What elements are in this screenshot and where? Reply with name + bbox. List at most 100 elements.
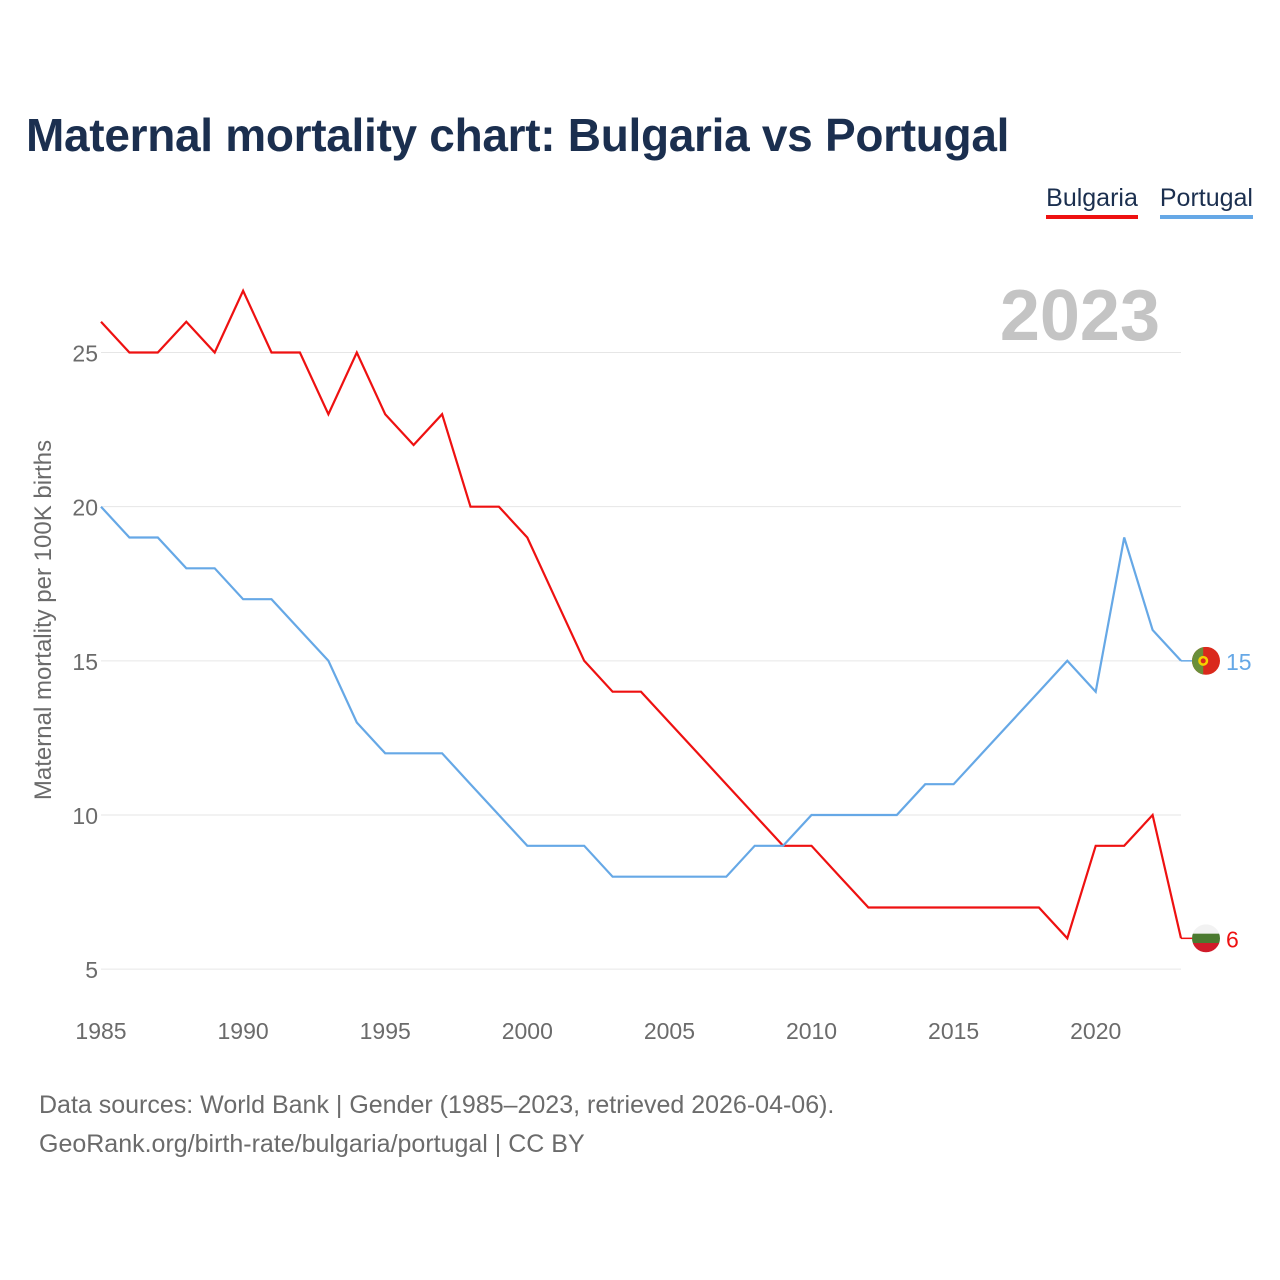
- data-point-bulgaria[interactable]: [467, 504, 473, 510]
- data-point-bulgaria[interactable]: [951, 905, 957, 911]
- y-axis-label: Maternal mortality per 100K births: [30, 440, 57, 800]
- data-point-portugal[interactable]: [240, 596, 246, 602]
- data-point-bulgaria[interactable]: [382, 411, 388, 417]
- data-point-bulgaria[interactable]: [894, 905, 900, 911]
- end-value-label-portugal: 15: [1226, 649, 1252, 675]
- series-line-bulgaria: [100, 288, 1183, 941]
- data-point-bulgaria[interactable]: [581, 658, 587, 664]
- data-point-portugal[interactable]: [922, 781, 928, 787]
- data-point-bulgaria[interactable]: [809, 843, 815, 849]
- data-point-portugal[interactable]: [325, 658, 331, 664]
- data-point-portugal[interactable]: [212, 565, 218, 571]
- data-point-bulgaria[interactable]: [126, 350, 132, 356]
- data-point-portugal[interactable]: [1064, 658, 1070, 664]
- y-tick-label: 10: [72, 803, 98, 829]
- data-point-portugal[interactable]: [1093, 689, 1099, 695]
- data-point-portugal[interactable]: [581, 843, 587, 849]
- data-point-bulgaria[interactable]: [155, 350, 161, 356]
- data-point-bulgaria[interactable]: [638, 689, 644, 695]
- y-tick-label: 25: [72, 341, 98, 367]
- data-point-bulgaria[interactable]: [212, 350, 218, 356]
- bulgaria-flag-icon: [1192, 924, 1220, 953]
- data-point-portugal[interactable]: [1007, 720, 1013, 726]
- data-point-bulgaria[interactable]: [1150, 812, 1156, 818]
- data-point-bulgaria[interactable]: [695, 750, 701, 756]
- series-lines: [98, 288, 1183, 941]
- data-point-portugal[interactable]: [269, 596, 275, 602]
- data-point-portugal[interactable]: [496, 812, 502, 818]
- data-point-portugal[interactable]: [610, 874, 616, 880]
- data-point-bulgaria[interactable]: [98, 319, 104, 325]
- data-point-portugal[interactable]: [411, 750, 417, 756]
- footer-link: GeoRank.org/birth-rate/bulgaria/portugal…: [39, 1130, 585, 1158]
- data-point-portugal[interactable]: [809, 812, 815, 818]
- data-point-bulgaria[interactable]: [837, 874, 843, 880]
- data-point-bulgaria[interactable]: [1007, 905, 1013, 911]
- x-tick-label: 1990: [218, 1018, 269, 1044]
- data-point-bulgaria[interactable]: [723, 781, 729, 787]
- series-end-markers: 6 15: [1181, 646, 1252, 953]
- y-tick-label: 20: [72, 495, 98, 521]
- data-point-portugal[interactable]: [752, 843, 758, 849]
- chart-title: Maternal mortality chart: Bulgaria vs Po…: [26, 109, 1010, 161]
- legend-item-bulgaria[interactable]: Bulgaria: [1046, 183, 1138, 219]
- data-point-portugal[interactable]: [155, 535, 161, 541]
- data-point-bulgaria[interactable]: [240, 288, 246, 294]
- line-chart: 2023 Maternal mortality per 100K births …: [30, 276, 1252, 1045]
- data-point-portugal[interactable]: [695, 874, 701, 880]
- data-point-portugal[interactable]: [1036, 689, 1042, 695]
- data-point-bulgaria[interactable]: [439, 411, 445, 417]
- data-point-portugal[interactable]: [98, 504, 104, 510]
- data-point-bulgaria[interactable]: [865, 905, 871, 911]
- y-tick-label: 5: [85, 957, 98, 983]
- data-point-bulgaria[interactable]: [1121, 843, 1127, 849]
- data-point-portugal[interactable]: [951, 781, 957, 787]
- x-tick-label: 2020: [1070, 1018, 1121, 1044]
- data-point-bulgaria[interactable]: [610, 689, 616, 695]
- series-line-portugal: [100, 505, 1182, 878]
- data-point-portugal[interactable]: [439, 750, 445, 756]
- x-tick-label: 1985: [75, 1018, 126, 1044]
- data-point-bulgaria[interactable]: [1036, 905, 1042, 911]
- data-point-portugal[interactable]: [780, 843, 786, 849]
- data-point-bulgaria[interactable]: [183, 319, 189, 325]
- data-point-portugal[interactable]: [467, 781, 473, 787]
- data-point-portugal[interactable]: [894, 812, 900, 818]
- data-point-portugal[interactable]: [382, 750, 388, 756]
- footer-source: Data sources: World Bank | Gender (1985–…: [39, 1091, 835, 1119]
- data-point-bulgaria[interactable]: [325, 411, 331, 417]
- data-point-bulgaria[interactable]: [496, 504, 502, 510]
- data-point-bulgaria[interactable]: [979, 905, 985, 911]
- x-tick-label: 2010: [786, 1018, 837, 1044]
- data-point-portugal[interactable]: [354, 720, 360, 726]
- data-point-portugal[interactable]: [638, 874, 644, 880]
- data-point-portugal[interactable]: [1150, 627, 1156, 633]
- data-point-portugal[interactable]: [297, 627, 303, 633]
- end-value-label-bulgaria: 6: [1226, 926, 1239, 952]
- data-point-bulgaria[interactable]: [922, 905, 928, 911]
- data-point-portugal[interactable]: [723, 874, 729, 880]
- data-point-bulgaria[interactable]: [354, 350, 360, 356]
- data-point-bulgaria[interactable]: [666, 720, 672, 726]
- data-point-portugal[interactable]: [126, 535, 132, 541]
- data-point-portugal[interactable]: [837, 812, 843, 818]
- data-point-bulgaria[interactable]: [553, 596, 559, 602]
- data-point-bulgaria[interactable]: [1093, 843, 1099, 849]
- x-tick-label: 2015: [928, 1018, 979, 1044]
- x-tick-label: 1995: [360, 1018, 411, 1044]
- data-point-portugal[interactable]: [979, 750, 985, 756]
- data-point-bulgaria[interactable]: [411, 442, 417, 448]
- data-point-portugal[interactable]: [666, 874, 672, 880]
- legend-item-portugal[interactable]: Portugal: [1159, 183, 1253, 219]
- data-point-bulgaria[interactable]: [1064, 935, 1070, 941]
- data-point-portugal[interactable]: [1121, 535, 1127, 541]
- data-point-bulgaria[interactable]: [297, 350, 303, 356]
- data-point-bulgaria[interactable]: [524, 535, 530, 541]
- data-point-portugal[interactable]: [865, 812, 871, 818]
- data-point-portugal[interactable]: [524, 843, 530, 849]
- data-point-bulgaria[interactable]: [752, 812, 758, 818]
- data-point-bulgaria[interactable]: [269, 350, 275, 356]
- data-point-portugal[interactable]: [553, 843, 559, 849]
- axis-ticks: 5 10 15 20 25 1985 1990 1995 2000 2005 2010 2015 202…: [72, 341, 1121, 1045]
- data-point-portugal[interactable]: [183, 565, 189, 571]
